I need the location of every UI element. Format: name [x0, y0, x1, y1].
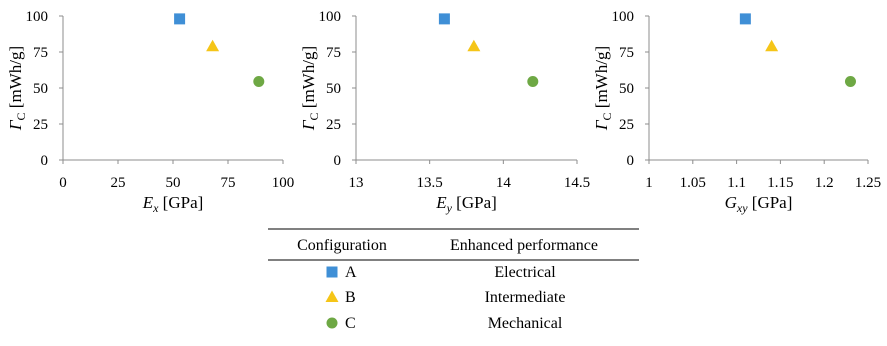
x-tick-label: 0	[59, 175, 67, 191]
x-axis-title: Gxy [GPa]	[725, 193, 793, 215]
y-tick-label: 25	[33, 117, 48, 133]
y-tick-label: 50	[33, 81, 48, 97]
scatter-panel-2: 0 25 50 75 100 13 13.5 14 14.5 Ey [GPa] ΓC [mWh/g]	[299, 9, 590, 215]
configuration-label: B	[345, 289, 356, 306]
x-tick-label: 14.5	[564, 175, 590, 191]
x-tick-label: 75	[221, 175, 236, 191]
y-axis-title: ΓC [mWh/g]	[592, 46, 614, 131]
y-tick-label: 0	[41, 153, 49, 169]
table-header-configuration: Configuration	[297, 237, 387, 254]
table-row: A Electrical	[326, 264, 556, 281]
x-tick-label: 50	[166, 175, 181, 191]
x-tick-label: 25	[111, 175, 126, 191]
data-point-c	[253, 76, 265, 88]
legend-marker-a	[326, 266, 338, 278]
data-point-b	[467, 39, 481, 52]
x-tick-label: 13.5	[417, 175, 443, 191]
configuration-label: A	[345, 264, 357, 281]
y-tick-label: 25	[326, 117, 341, 133]
legend-table: Configuration Enhanced performance A Elec…	[268, 228, 639, 332]
table-header-performance: Enhanced performance	[450, 237, 598, 254]
performance-label: Intermediate	[485, 289, 566, 306]
x-tick-label: 1	[645, 175, 653, 191]
data-point-c	[844, 76, 856, 88]
y-tick-label: 100	[319, 9, 342, 25]
y-tick-label: 0	[334, 153, 342, 169]
y-axis-title: ΓC [mWh/g]	[299, 46, 321, 131]
data-point-a	[739, 13, 751, 25]
performance-label: Mechanical	[488, 315, 563, 332]
y-tick-label: 100	[26, 9, 49, 25]
x-tick-label: 100	[272, 175, 295, 191]
configuration-label: C	[345, 315, 356, 332]
x-tick-label: 1.2	[815, 175, 834, 191]
x-tick-label: 1.1	[727, 175, 746, 191]
y-tick-label: 50	[619, 81, 634, 97]
scatter-panel-3: 0 25 50 75 100 1 1.05 1.1 1.15 1.2 1.25 Gxy [GPa] ΓC…	[592, 9, 881, 215]
x-tick-label: 1.25	[855, 175, 881, 191]
y-tick-label: 50	[326, 81, 341, 97]
table-rows: A Electrical B Intermediate C Mechanical	[325, 264, 566, 332]
y-tick-label: 0	[627, 153, 635, 169]
x-tick-label: 13	[349, 175, 364, 191]
data-point-b	[765, 39, 779, 52]
x-tick-label: 1.05	[680, 175, 706, 191]
performance-label: Electrical	[494, 264, 556, 281]
x-tick-label: 14	[496, 175, 512, 191]
x-axis-title: Ex [GPa]	[142, 193, 204, 215]
y-tick-label: 25	[619, 117, 634, 133]
data-point-c	[527, 76, 539, 88]
x-axis-title: Ey [GPa]	[435, 193, 497, 215]
y-tick-label: 75	[33, 45, 48, 61]
data-point-a	[174, 13, 186, 25]
table-row: B Intermediate	[325, 289, 566, 306]
y-tick-label: 75	[619, 45, 634, 61]
chart-panels: 0 25 50 75 100 0 25 50 75 100 Ex [GPa] ΓC [mWh/g] 0 2…	[6, 9, 881, 215]
legend-marker-b	[325, 290, 339, 302]
x-tick-label: 1.15	[767, 175, 793, 191]
y-tick-label: 75	[326, 45, 341, 61]
data-point-b	[206, 39, 220, 52]
y-tick-label: 100	[612, 9, 635, 25]
table-row: C Mechanical	[326, 315, 563, 332]
scatter-panel-1: 0 25 50 75 100 0 25 50 75 100 Ex [GPa] ΓC [mWh/g]	[6, 9, 294, 215]
y-axis-title: ΓC [mWh/g]	[6, 46, 28, 131]
legend-marker-c	[326, 317, 338, 329]
data-point-a	[438, 13, 450, 25]
